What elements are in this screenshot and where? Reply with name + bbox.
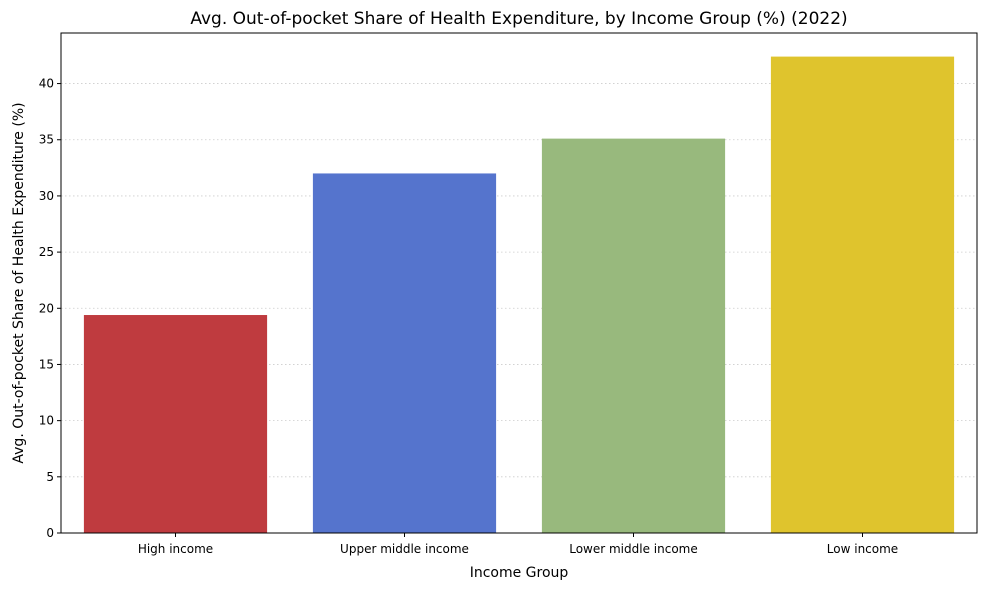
plot-frame	[60, 32, 978, 534]
y-tick-label: 20	[39, 301, 54, 315]
y-tick-label: 0	[46, 526, 54, 540]
x-tick-label: High income	[138, 542, 213, 556]
y-tick-label: 15	[39, 357, 54, 371]
x-axis-label: Income Group	[470, 565, 569, 581]
bar-low-income	[770, 56, 955, 533]
y-tick-label: 10	[39, 414, 54, 428]
y-tick-label: 30	[39, 189, 54, 203]
bars	[83, 56, 955, 533]
y-tick-label: 5	[46, 470, 54, 484]
y-tick-label: 25	[39, 245, 54, 259]
y-tick-label: 40	[39, 77, 54, 91]
x-tick-label: Low income	[827, 542, 898, 556]
x-tick-label: Upper middle income	[340, 542, 469, 556]
y-axis-ticks: 0 5 10 15 20 25 30 35 40	[39, 77, 61, 540]
x-axis-ticks: High income Upper middle income Lower midd…	[138, 533, 898, 556]
bar-upper-middle-income	[312, 173, 497, 533]
bar-high-income	[83, 315, 268, 533]
x-tick-label: Lower middle income	[569, 542, 698, 556]
chart-title: Avg. Out-of-pocket Share of Health Expen…	[190, 9, 847, 29]
y-axis-label: Avg. Out-of-pocket Share of Health Expen…	[11, 102, 27, 463]
bar-lower-middle-income	[541, 138, 726, 533]
y-tick-label: 35	[39, 133, 54, 147]
